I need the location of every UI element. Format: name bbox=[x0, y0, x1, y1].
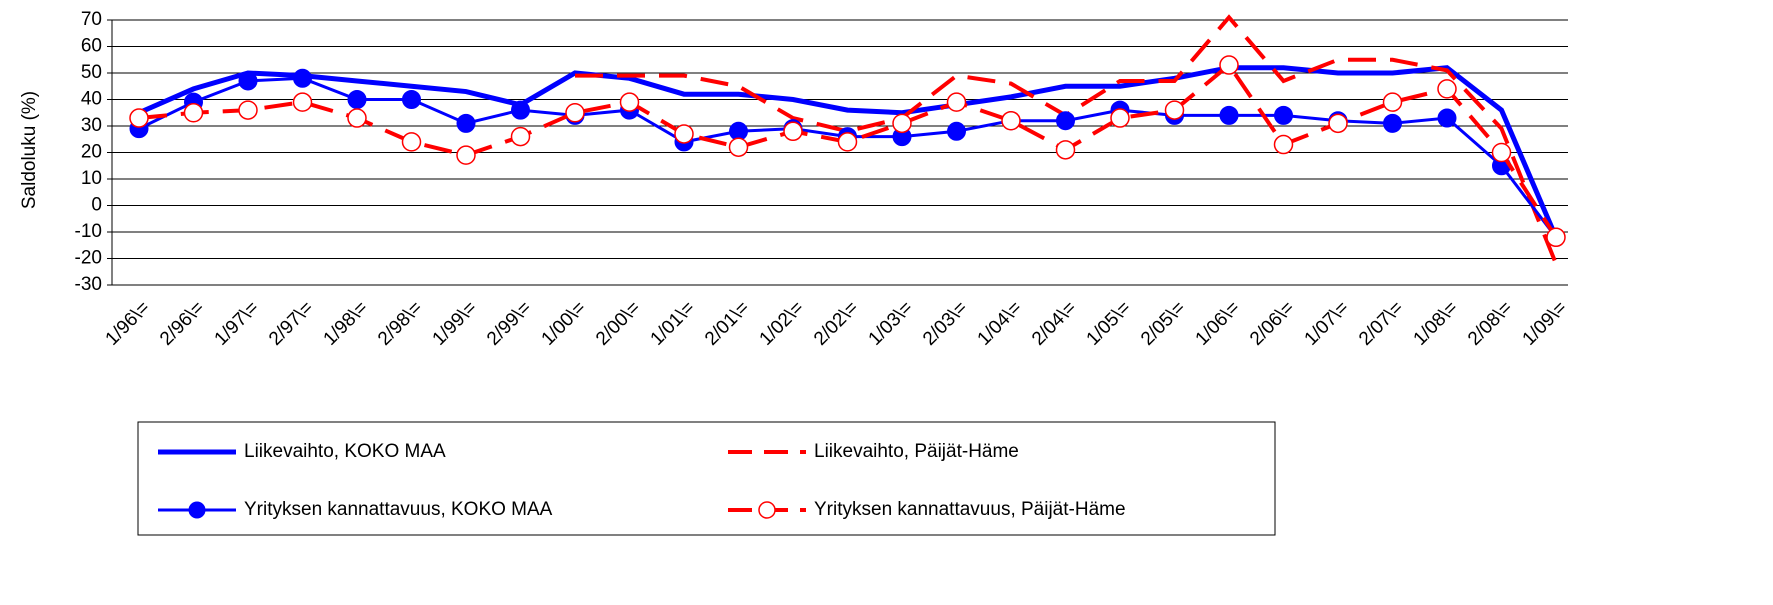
point bbox=[292, 92, 313, 112]
y-tick-label: 40 bbox=[81, 89, 102, 110]
x-tick-label: 2/06\= bbox=[1246, 297, 1299, 350]
x-tick-label: 1/05\= bbox=[1083, 297, 1136, 350]
x-tick-label: 1/03\= bbox=[865, 297, 918, 350]
point bbox=[1273, 134, 1294, 155]
point bbox=[1001, 110, 1021, 131]
x-tick-label: 2/07\= bbox=[1355, 297, 1408, 350]
legend-label: Yrityksen kannattavuus, Päijät-Häme bbox=[814, 499, 1126, 520]
x-tick-label: 1/04\= bbox=[974, 297, 1027, 350]
point bbox=[1491, 142, 1512, 163]
y-tick-label: -20 bbox=[75, 248, 102, 269]
point bbox=[1110, 108, 1130, 128]
point bbox=[510, 126, 531, 147]
point bbox=[1164, 100, 1185, 120]
y-tick-label: 10 bbox=[81, 168, 102, 189]
legend-marker bbox=[758, 501, 776, 519]
x-tick-label: 2/01\= bbox=[701, 297, 754, 350]
point bbox=[1055, 140, 1076, 160]
point bbox=[402, 90, 421, 109]
point bbox=[456, 145, 476, 165]
point bbox=[619, 92, 640, 112]
point bbox=[347, 108, 367, 128]
x-tick-label: 1/01\= bbox=[647, 297, 700, 350]
x-tick-label: 1/07\= bbox=[1301, 297, 1354, 350]
x-tick-label: 2/04\= bbox=[1028, 297, 1081, 350]
point bbox=[293, 68, 312, 88]
x-tick-label: 2/99\= bbox=[483, 297, 536, 350]
x-tick-label: 2/02\= bbox=[810, 297, 863, 350]
legend-label: Liikevaihto, Päijät-Häme bbox=[814, 441, 1019, 462]
point bbox=[1056, 111, 1075, 131]
x-tick-label: 1/09\= bbox=[1519, 297, 1572, 350]
x-tick-label: 1/97\= bbox=[211, 297, 264, 350]
point bbox=[238, 100, 258, 120]
point bbox=[511, 100, 530, 120]
point bbox=[946, 92, 967, 112]
point bbox=[347, 90, 367, 109]
point bbox=[947, 121, 966, 141]
x-tick-label: 1/00\= bbox=[538, 297, 591, 350]
point bbox=[837, 132, 858, 152]
point bbox=[1383, 113, 1402, 133]
series-line bbox=[137, 65, 1559, 239]
x-tick-label: 2/97\= bbox=[265, 297, 318, 350]
point bbox=[728, 137, 749, 157]
legend-box bbox=[137, 421, 1276, 536]
y-tick-label: 70 bbox=[81, 9, 102, 30]
x-tick-label: 2/00\= bbox=[592, 297, 645, 350]
point bbox=[674, 124, 694, 144]
point bbox=[565, 103, 585, 123]
x-tick-label: 2/98\= bbox=[374, 297, 427, 350]
point bbox=[1437, 108, 1457, 128]
legend-marker bbox=[188, 501, 206, 519]
y-tick-label: 30 bbox=[81, 115, 102, 136]
point bbox=[1328, 113, 1348, 134]
legend-label: Yrityksen kannattavuus, KOKO MAA bbox=[244, 499, 553, 520]
point bbox=[1219, 105, 1239, 125]
x-tick-label: 2/05\= bbox=[1137, 297, 1190, 350]
y-tick-label: 0 bbox=[91, 195, 102, 216]
point bbox=[1546, 227, 1566, 248]
y-tick-label: 20 bbox=[81, 142, 102, 163]
point bbox=[783, 121, 803, 142]
x-tick-label: 2/08\= bbox=[1464, 297, 1517, 350]
point bbox=[1437, 79, 1457, 99]
point bbox=[892, 113, 912, 134]
x-tick-label: 2/96\= bbox=[156, 297, 209, 350]
y-tick-label: -10 bbox=[75, 221, 102, 242]
x-tick-label: 1/02\= bbox=[756, 297, 809, 350]
x-tick-label: 1/99\= bbox=[429, 297, 482, 350]
point bbox=[1219, 55, 1239, 75]
y-tick-label: -30 bbox=[75, 274, 102, 295]
point bbox=[1274, 105, 1293, 125]
y-tick-label: 50 bbox=[81, 62, 102, 83]
point bbox=[456, 113, 476, 133]
y-axis-label: Saldoluku (%) bbox=[19, 91, 40, 209]
x-tick-label: 1/08\= bbox=[1410, 297, 1463, 350]
point bbox=[238, 71, 258, 91]
y-tick-label: 60 bbox=[81, 36, 102, 57]
point bbox=[183, 103, 204, 123]
x-tick-label: 1/96\= bbox=[102, 297, 155, 350]
point bbox=[1382, 92, 1403, 112]
x-tick-label: 1/98\= bbox=[320, 297, 373, 350]
point bbox=[129, 108, 149, 128]
legend-label: Liikevaihto, KOKO MAA bbox=[244, 441, 446, 462]
x-tick-label: 1/06\= bbox=[1192, 297, 1245, 350]
point bbox=[401, 132, 422, 152]
x-tick-label: 2/03\= bbox=[919, 297, 972, 350]
